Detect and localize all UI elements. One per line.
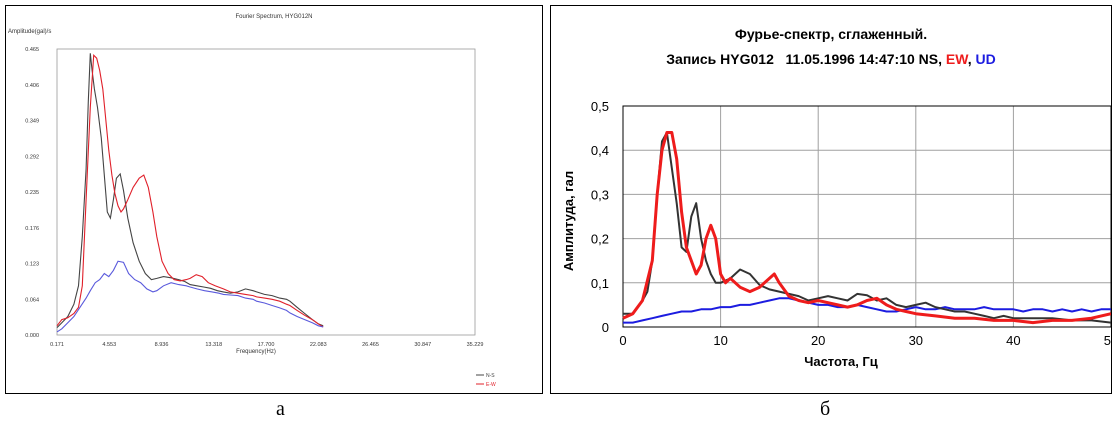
- x-axis-label: Частота, Гц: [804, 354, 878, 369]
- chart-subtitle: Запись HYG012 11.05.1996 14:47:10 NS, EW…: [666, 51, 995, 67]
- y-tick-labels: 0.000 0.064 0.123 0.176 0.235 0.292 0.349 0.406…: [25, 47, 39, 339]
- series-line-ns: [56, 53, 324, 328]
- series-line-ew: [622, 131, 1111, 325]
- x-tick-label: 13.318: [205, 342, 222, 348]
- chart-panel-b: Фурье-спектр, сглаженный. Запись HYG012 …: [550, 5, 1112, 394]
- y-tick-labels: 0 0,1 0,2 0,3 0,4 0,5: [591, 99, 609, 335]
- x-tick-label: 35.229: [467, 342, 484, 348]
- x-tick-label: 30: [909, 333, 923, 348]
- y-tick-label: 0.000: [25, 333, 39, 339]
- plot-area-frame: [622, 105, 1111, 328]
- x-axis-label: Frequency(Hz): [236, 349, 276, 355]
- x-tick-label: 22.083: [310, 342, 327, 348]
- series-line-third: [56, 260, 324, 333]
- x-tick-labels: 0.171 4.553 8.936 13.318 17.700 22.083 26.465 3…: [50, 342, 483, 348]
- x-tick-label: 8.936: [155, 342, 169, 348]
- y-tick-label: 0,5: [591, 99, 609, 114]
- y-tick-label: 0.406: [25, 83, 39, 89]
- y-tick-label: 0.292: [25, 154, 39, 160]
- subtitle-sep: ,: [968, 51, 976, 67]
- legend-label-ns: N-S: [486, 373, 495, 379]
- y-tick-label: 0.465: [25, 47, 39, 53]
- chart-panel-a: Fourier Spectrum, HYG012N Amplitude(gal)…: [5, 5, 543, 394]
- x-tick-label: 40: [1006, 333, 1020, 348]
- y-axis-label: Amplitude(gal)/s: [8, 29, 51, 35]
- x-tick-label: 50: [1104, 333, 1111, 348]
- x-tick-labels: 0 10 20 30 40 50: [619, 333, 1111, 348]
- x-tick-label: 26.465: [362, 342, 379, 348]
- series-line-ns: [623, 131, 1111, 324]
- series-line-ew: [56, 53, 324, 328]
- x-tick-label: 10: [713, 333, 727, 348]
- y-tick-label: 0: [602, 320, 609, 335]
- x-tick-label: 4.553: [102, 342, 116, 348]
- y-tick-label: 0.123: [25, 262, 39, 268]
- legend-label-ew: E-W: [486, 382, 496, 388]
- x-tick-label: 20: [811, 333, 825, 348]
- y-tick-label: 0,3: [591, 187, 609, 202]
- y-tick-label: 0,4: [591, 143, 609, 158]
- grid-lines: [623, 106, 1111, 327]
- plot-area-frame: [56, 48, 476, 336]
- y-tick-label: 0.064: [25, 297, 39, 303]
- chart-title: Fourier Spectrum, HYG012N: [235, 14, 312, 20]
- subtitle-ud: UD: [975, 51, 995, 67]
- series-lines: [56, 53, 324, 333]
- legend: N-S E-W: [476, 373, 496, 388]
- subtitle-prefix: Запись HYG012 11.05.1996 14:47:10 NS,: [666, 51, 946, 67]
- subtitle-ew: EW: [946, 51, 969, 67]
- y-tick-label: 0.235: [25, 190, 39, 196]
- y-axis-label: Амплитуда, гал: [561, 171, 576, 271]
- y-tick-label: 0.176: [25, 226, 39, 232]
- y-tick-label: 0,2: [591, 232, 609, 247]
- x-tick-label: 17.700: [258, 342, 275, 348]
- x-tick-label: 0.171: [50, 342, 64, 348]
- x-tick-label: 0: [619, 333, 626, 348]
- y-tick-label: 0,1: [591, 276, 609, 291]
- caption-b: б: [820, 398, 831, 420]
- x-tick-label: 30.847: [414, 342, 431, 348]
- series-lines: [622, 131, 1111, 325]
- fourier-spectrum-chart-a: Fourier Spectrum, HYG012N Amplitude(gal)…: [8, 14, 496, 388]
- fourier-spectrum-chart-b: Фурье-спектр, сглаженный. Запись HYG012 …: [561, 26, 1111, 369]
- chart-title: Фурье-спектр, сглаженный.: [735, 26, 927, 42]
- caption-a: а: [276, 398, 285, 420]
- y-tick-label: 0.349: [25, 119, 39, 125]
- series-line-ud: [623, 297, 1111, 324]
